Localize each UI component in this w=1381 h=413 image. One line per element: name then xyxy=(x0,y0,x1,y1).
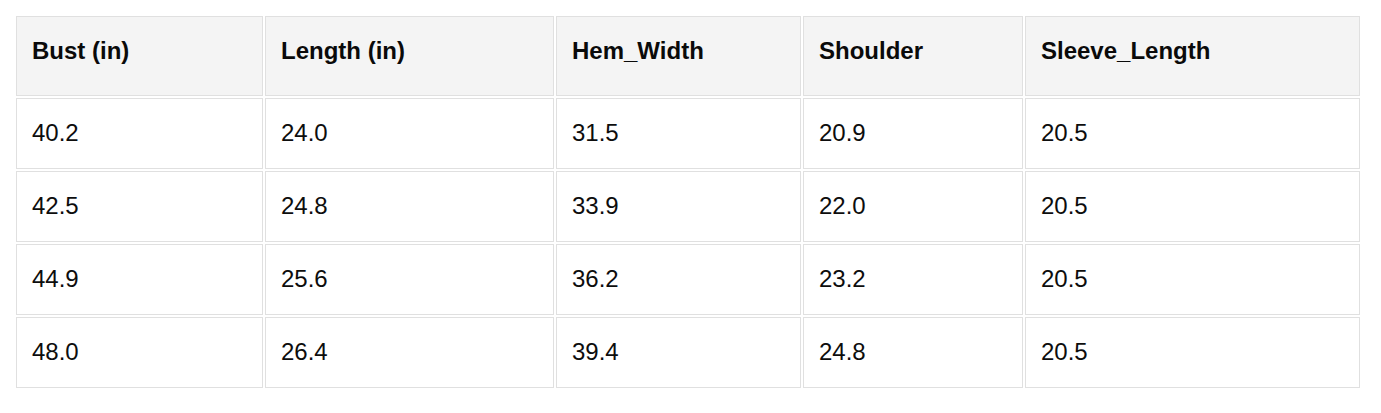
column-header-sleeve-length: Sleeve_Length xyxy=(1025,16,1360,96)
table-header: Bust (in) Length (in) Hem_Width Shoulder… xyxy=(16,16,1360,96)
table-body: 40.2 24.0 31.5 20.9 20.5 42.5 24.8 33.9 … xyxy=(16,98,1360,388)
table-cell: 25.6 xyxy=(265,244,554,315)
table-cell: 20.9 xyxy=(803,98,1023,169)
table-cell: 36.2 xyxy=(556,244,801,315)
table-cell: 20.5 xyxy=(1025,98,1360,169)
table-row: 40.2 24.0 31.5 20.9 20.5 xyxy=(16,98,1360,169)
size-chart-table: Bust (in) Length (in) Hem_Width Shoulder… xyxy=(14,14,1362,390)
table-cell: 24.0 xyxy=(265,98,554,169)
table-cell: 42.5 xyxy=(16,171,263,242)
table-cell: 20.5 xyxy=(1025,317,1360,388)
table-cell: 20.5 xyxy=(1025,171,1360,242)
table-cell: 20.5 xyxy=(1025,244,1360,315)
page: Bust (in) Length (in) Hem_Width Shoulder… xyxy=(0,0,1381,390)
column-header-shoulder: Shoulder xyxy=(803,16,1023,96)
table-cell: 40.2 xyxy=(16,98,263,169)
table-row: 44.9 25.6 36.2 23.2 20.5 xyxy=(16,244,1360,315)
table-cell: 24.8 xyxy=(265,171,554,242)
table-row: 48.0 26.4 39.4 24.8 20.5 xyxy=(16,317,1360,388)
column-header-length: Length (in) xyxy=(265,16,554,96)
table-cell: 48.0 xyxy=(16,317,263,388)
header-row: Bust (in) Length (in) Hem_Width Shoulder… xyxy=(16,16,1360,96)
column-header-hem-width: Hem_Width xyxy=(556,16,801,96)
table-cell: 33.9 xyxy=(556,171,801,242)
table-cell: 39.4 xyxy=(556,317,801,388)
table-cell: 31.5 xyxy=(556,98,801,169)
table-cell: 22.0 xyxy=(803,171,1023,242)
column-header-bust: Bust (in) xyxy=(16,16,263,96)
table-cell: 24.8 xyxy=(803,317,1023,388)
table-cell: 44.9 xyxy=(16,244,263,315)
table-row: 42.5 24.8 33.9 22.0 20.5 xyxy=(16,171,1360,242)
table-cell: 23.2 xyxy=(803,244,1023,315)
table-cell: 26.4 xyxy=(265,317,554,388)
